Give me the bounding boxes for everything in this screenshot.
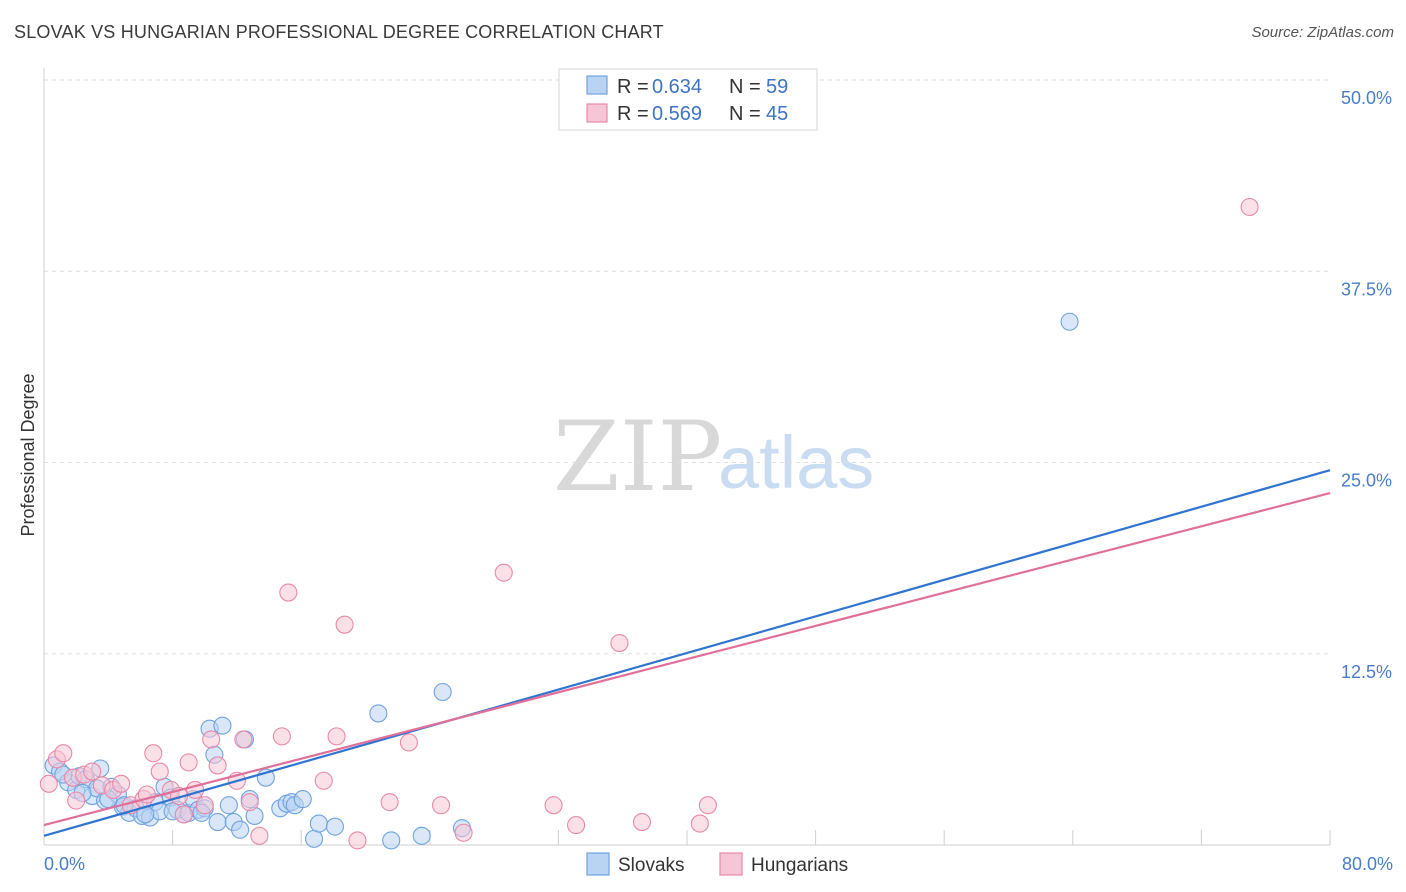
legend-r-label-slovaks: R = xyxy=(617,76,649,98)
point-hungarians xyxy=(202,730,221,749)
legend-n-label-hungarians: N = xyxy=(729,103,761,125)
legend-r-label-hungarians: R = xyxy=(617,103,649,125)
point-slovaks xyxy=(208,812,227,832)
legend-r-value-hungarians: 0.569 xyxy=(652,103,702,125)
point-hungarians xyxy=(272,727,291,746)
point-hungarians xyxy=(174,805,193,824)
chart-title: SLOVAK VS HUNGARIAN PROFESSIONAL DEGREE … xyxy=(14,22,664,42)
y-axis-label: Professional Degree xyxy=(18,373,38,536)
point-hungarians xyxy=(314,771,333,790)
grid-lines xyxy=(44,79,1330,655)
point-hungarians xyxy=(399,733,418,752)
point-hungarians xyxy=(179,753,198,772)
point-hungarians xyxy=(39,774,58,793)
legend-n-value-hungarians: 45 xyxy=(766,103,788,125)
trend-line-slovaks xyxy=(43,469,1331,837)
point-hungarians xyxy=(610,633,629,653)
point-slovaks xyxy=(309,814,328,833)
point-hungarians xyxy=(327,727,346,746)
tick-labels: 12.5% 25.0% 37.5% 50.0% 0.0% 80.0% xyxy=(44,88,1393,874)
point-hungarians xyxy=(690,814,709,833)
point-slovaks xyxy=(325,817,345,836)
x-tick-label: 0.0% xyxy=(44,854,85,874)
watermark: ZIP atlas xyxy=(553,401,874,513)
point-hungarians xyxy=(494,563,513,582)
point-hungarians xyxy=(544,796,563,815)
legend-swatch-hungarians xyxy=(586,103,608,123)
legend-n-value-slovaks: 59 xyxy=(766,76,788,98)
point-slovaks xyxy=(213,716,232,735)
watermark-zip: ZIP xyxy=(553,401,722,513)
legend-swatch-slovaks xyxy=(586,75,608,95)
point-hungarians xyxy=(279,583,298,602)
point-hungarians xyxy=(632,812,652,832)
point-hungarians xyxy=(567,816,586,835)
source-credit: Source: ZipAtlas.com xyxy=(1251,24,1394,41)
point-hungarians xyxy=(240,793,259,812)
point-hungarians xyxy=(150,762,169,781)
bottom-legend: Slovaks Hungarians xyxy=(586,852,848,876)
bottom-legend-label-slovaks: Slovaks xyxy=(618,855,685,876)
point-slovaks xyxy=(305,829,324,848)
point-slovaks xyxy=(219,796,238,815)
point-hungarians xyxy=(208,756,227,775)
point-hungarians xyxy=(698,796,717,815)
point-slovaks xyxy=(293,790,312,809)
axes xyxy=(43,68,1331,846)
point-hungarians xyxy=(432,796,451,815)
point-hungarians xyxy=(348,831,367,850)
bottom-legend-swatch-hungarians xyxy=(719,852,743,876)
point-slovaks xyxy=(1060,312,1079,331)
y-tick-label: 12.5% xyxy=(1341,662,1392,682)
x-tick-label: 80.0% xyxy=(1342,854,1393,874)
point-slovaks xyxy=(369,704,388,723)
top-legend: R = 0.634 N = 59 R = 0.569 N = 45 xyxy=(558,68,818,131)
point-slovaks xyxy=(412,826,431,845)
point-hungarians xyxy=(234,730,253,749)
y-tick-label: 37.5% xyxy=(1341,279,1392,299)
point-hungarians xyxy=(454,823,473,842)
bottom-legend-label-hungarians: Hungarians xyxy=(751,855,848,876)
point-hungarians xyxy=(335,615,354,634)
point-hungarians xyxy=(250,826,269,845)
point-slovaks xyxy=(433,682,452,702)
y-tick-label: 25.0% xyxy=(1341,471,1392,491)
point-hungarians xyxy=(144,744,163,763)
point-slovaks xyxy=(382,831,401,850)
point-hungarians xyxy=(380,793,399,812)
point-hungarians xyxy=(1240,197,1259,217)
trend-lines xyxy=(43,469,1331,837)
legend-r-value-slovaks: 0.634 xyxy=(652,76,702,98)
legend-n-label-slovaks: N = xyxy=(729,76,761,98)
point-hungarians xyxy=(195,796,214,815)
trend-line-hungarians xyxy=(43,492,1331,827)
point-hungarians xyxy=(83,762,102,781)
point-hungarians xyxy=(54,744,73,763)
y-tick-label: 50.0% xyxy=(1341,88,1392,108)
bottom-legend-swatch-slovaks xyxy=(586,852,610,876)
point-hungarians xyxy=(67,791,86,810)
point-slovaks xyxy=(231,820,250,839)
point-hungarians xyxy=(112,774,131,793)
data-points xyxy=(39,197,1259,850)
